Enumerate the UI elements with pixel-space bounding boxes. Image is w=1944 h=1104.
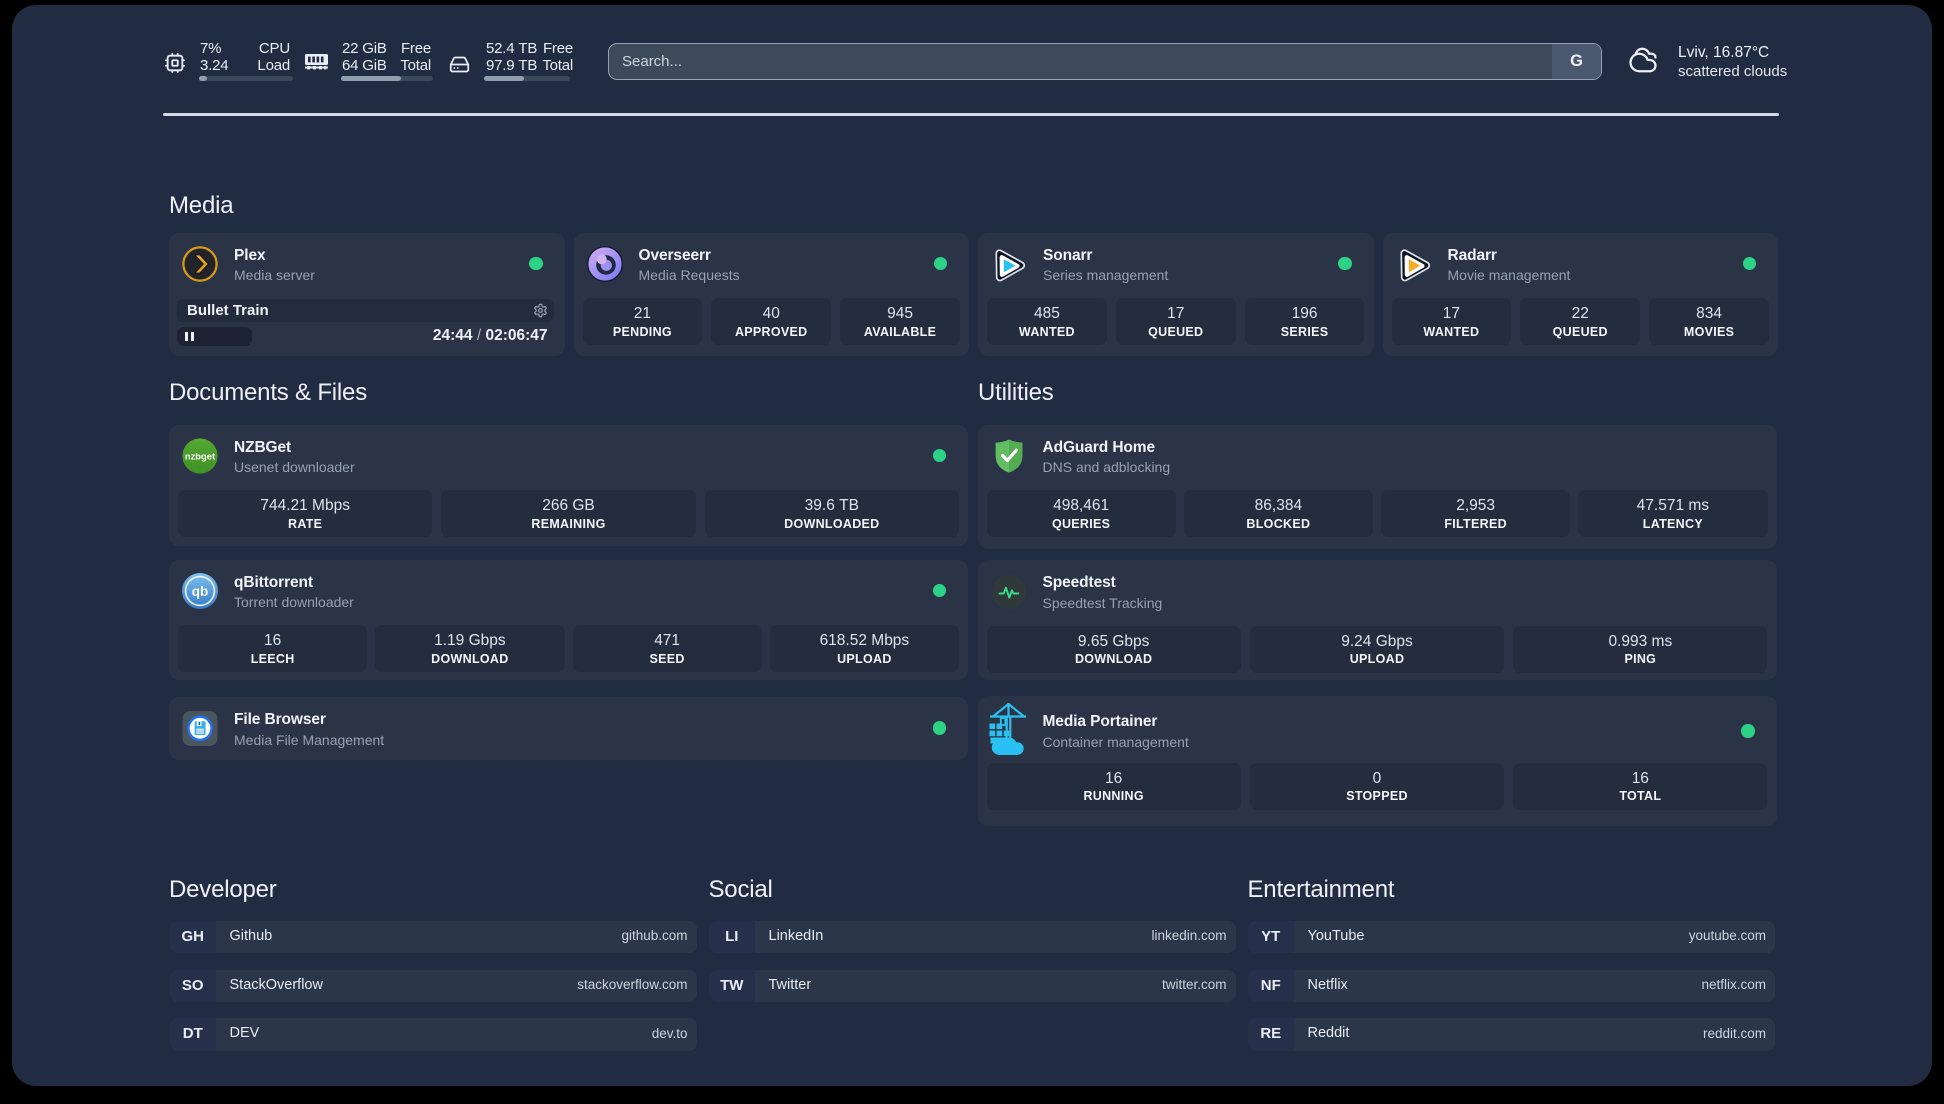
- svg-text:nzbget: nzbget: [185, 451, 215, 462]
- svg-text:qb: qb: [192, 584, 209, 599]
